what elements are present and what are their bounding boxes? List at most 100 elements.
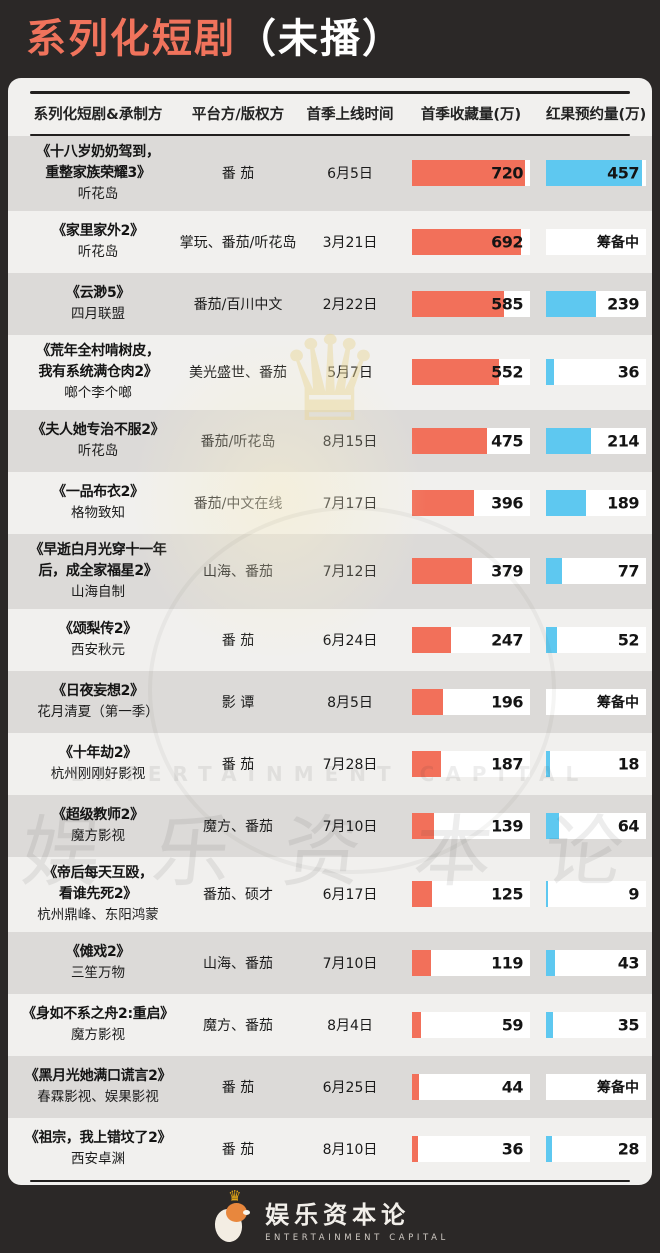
collection-bar-fill <box>412 427 487 454</box>
series-cell: 《夫人她专治不服2》 听花岛 <box>20 420 176 462</box>
series-cell: 《祖宗，我上错坟了2》 西安卓渊 <box>20 1128 176 1170</box>
producer: 杭州鼎峰、东阳鸿蒙 <box>37 906 159 923</box>
table-row: 《家里家外2》 听花岛 掌玩、番茄/听花岛 3月21日 692 筹备中 <box>8 211 652 273</box>
reservation-bar: 77 <box>546 558 646 585</box>
reservation-cell: 9 <box>546 881 646 908</box>
table-row: 《日夜妄想2》 花月清夏（第一季） 影 谭 8月5日 196 筹备中 <box>8 670 652 733</box>
drama-title: 《家里家外2》 <box>52 222 144 239</box>
reservation-bar-fill <box>546 489 586 516</box>
table-row: 《傩戏2》 三笙万物 山海、番茄 7月10日 119 43 <box>8 931 652 994</box>
producer: 山海自制 <box>71 583 125 600</box>
table-row: 《颂梨传2》 西安秋元 番 茄 6月24日 247 52 <box>8 609 652 671</box>
launch-date: 3月21日 <box>322 234 378 251</box>
reservation-value: 9 <box>628 884 639 904</box>
collection-value: 125 <box>491 884 523 904</box>
launch-date: 6月25日 <box>322 1079 378 1096</box>
platform: 掌玩、番茄/听花岛 <box>179 234 297 251</box>
series-cell: 《荒年全村啃树皮， 我有系统满仓肉2》 啷个李个啷 <box>20 341 176 404</box>
collection-cell: 59 <box>412 1011 530 1038</box>
platform: 番 茄 <box>221 166 255 183</box>
table-row: 《早逝白月光穿十一年 后，成全家福星2》 山海自制 山海、番茄 7月12日 37… <box>8 533 652 609</box>
launch-date: 7月17日 <box>322 495 378 512</box>
reservation-cell: 35 <box>546 1011 646 1038</box>
footer: ♛ 娱乐资本论 ENTERTAINMENT CAPITAL <box>0 1185 660 1253</box>
collection-value: 692 <box>491 232 523 252</box>
series-cell: 《超级教师2》 魔方影视 <box>20 805 176 847</box>
producer: 西安秋元 <box>71 641 125 658</box>
launch-date: 7月28日 <box>322 756 378 773</box>
reservation-bar: 18 <box>546 750 646 777</box>
series-cell: 《十年劫2》 杭州刚刚好影视 <box>20 743 176 785</box>
collection-bar-fill <box>412 750 442 777</box>
producer: 杭州刚刚好影视 <box>50 765 146 782</box>
collection-value: 119 <box>491 953 523 973</box>
platform: 影 谭 <box>221 694 255 711</box>
collection-value: 139 <box>491 816 523 836</box>
column-header-series: 系列化短剧&承制方 <box>33 107 163 123</box>
table-row: 《超级教师2》 魔方影视 魔方、番茄 7月10日 139 64 <box>8 794 652 857</box>
reservation-bar: 筹备中 <box>546 228 646 255</box>
collection-bar-fill <box>412 1073 419 1100</box>
reservation-value: 筹备中 <box>597 1079 639 1096</box>
collection-bar: 36 <box>412 1135 530 1162</box>
table-body: 《十八岁奶奶驾到， 重整家族荣耀3》 听花岛 番 茄 6月5日 720 457 … <box>8 136 652 1180</box>
drama-title: 《日夜妄想2》 <box>52 682 144 699</box>
reservation-cell: 457 <box>546 160 646 187</box>
drama-title: 《一品布衣2》 <box>52 483 144 500</box>
collection-bar: 59 <box>412 1011 530 1038</box>
reservation-value: 28 <box>617 1139 640 1159</box>
table-row: 《十八岁奶奶驾到， 重整家族荣耀3》 听花岛 番 茄 6月5日 720 457 <box>8 136 652 211</box>
mascot-beak <box>243 1210 251 1215</box>
drama-title: 《黑月光她满口谎言2》 <box>24 1067 172 1084</box>
reservation-value: 239 <box>607 294 639 314</box>
platform: 魔方、番茄 <box>203 1017 273 1034</box>
platform: 番茄/中文在线 <box>193 495 283 512</box>
collection-bar: 396 <box>412 489 530 516</box>
collection-value: 59 <box>501 1015 524 1035</box>
collection-bar-fill <box>412 290 505 317</box>
producer: 魔方影视 <box>71 1026 125 1043</box>
brand-name-en: ENTERTAINMENT CAPITAL <box>265 1233 449 1243</box>
collection-cell: 44 <box>412 1073 530 1100</box>
collection-value: 379 <box>491 561 523 581</box>
table-row: 《身如不系之舟2:重启》 魔方影视 魔方、番茄 8月4日 59 35 <box>8 994 652 1056</box>
producer: 西安卓渊 <box>71 1150 125 1167</box>
platform: 山海、番茄 <box>203 955 273 972</box>
platform: 山海、番茄 <box>203 564 273 581</box>
collection-value: 196 <box>491 692 523 712</box>
table-row: 《帝后每天互殴， 看谁先死2》 杭州鼎峰、东阳鸿蒙 番茄、硕才 6月17日 12… <box>8 857 652 932</box>
collection-cell: 247 <box>412 626 530 653</box>
mascot-head <box>226 1203 248 1222</box>
collection-value: 552 <box>491 362 523 382</box>
collection-cell: 36 <box>412 1135 530 1162</box>
page-title-suffix: （未播） <box>236 16 404 62</box>
platform: 魔方、番茄 <box>203 818 273 835</box>
header-bottom-rule <box>30 134 630 136</box>
reservation-bar: 52 <box>546 626 646 653</box>
producer: 听花岛 <box>77 442 119 459</box>
column-header-date: 首季上线时间 <box>306 107 394 123</box>
page-title-main: 系列化短剧 <box>26 16 236 62</box>
series-cell: 《黑月光她满口谎言2》 春霖影视、娱果影视 <box>20 1066 176 1108</box>
reservation-bar-fill <box>546 750 550 777</box>
reservation-value: 筹备中 <box>597 694 639 711</box>
drama-title: 《颂梨传2》 <box>59 620 137 637</box>
series-cell: 《家里家外2》 听花岛 <box>20 221 176 263</box>
collection-bar: 475 <box>412 427 530 454</box>
reservation-value: 214 <box>607 431 639 451</box>
launch-date: 5月7日 <box>327 365 373 382</box>
reservation-cell: 筹备中 <box>546 688 646 715</box>
reservation-bar: 35 <box>546 1011 646 1038</box>
collection-bar: 552 <box>412 359 530 386</box>
reservation-bar: 189 <box>546 489 646 516</box>
launch-date: 2月22日 <box>322 296 378 313</box>
reservation-bar-fill <box>546 558 563 585</box>
reservation-bar: 457 <box>546 160 646 187</box>
reservation-cell: 239 <box>546 290 646 317</box>
collection-cell: 552 <box>412 359 530 386</box>
launch-date: 6月24日 <box>322 632 378 649</box>
collection-cell: 692 <box>412 228 530 255</box>
platform: 番 茄 <box>221 1141 255 1158</box>
drama-title: 《祖宗，我上错坟了2》 <box>24 1129 172 1146</box>
reservation-value: 43 <box>617 953 640 973</box>
